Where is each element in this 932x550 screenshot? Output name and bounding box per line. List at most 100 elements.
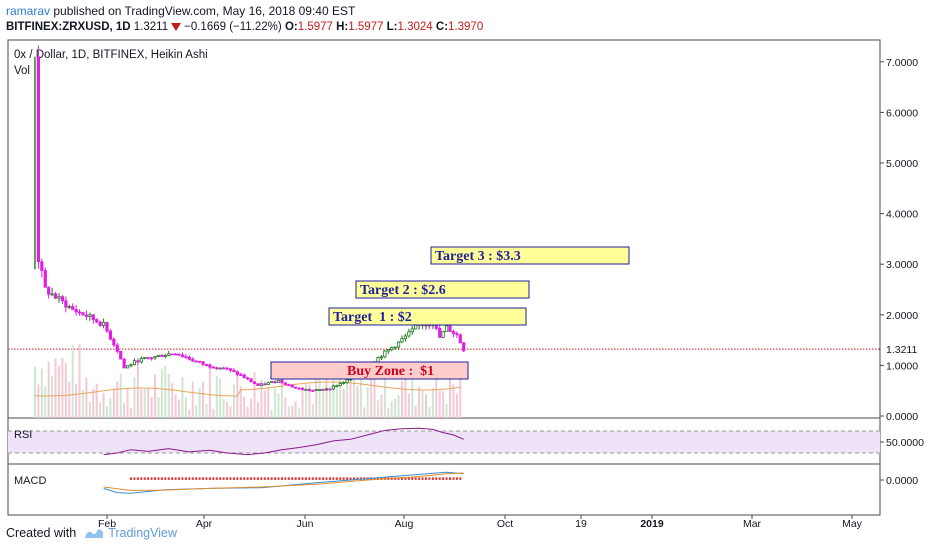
macd-histogram-bar [222, 477, 225, 480]
macd-histogram-bar [287, 477, 290, 480]
macd-histogram-bar [274, 477, 277, 480]
macd-histogram-bar [188, 477, 191, 480]
macd-histogram-bar [215, 477, 218, 480]
macd-histogram-bar [301, 477, 304, 480]
volume-bar [88, 401, 91, 418]
target-box [430, 246, 630, 265]
x-tick-label: 19 [575, 518, 587, 530]
candle-body [91, 314, 95, 320]
macd-histogram-bar [449, 477, 451, 480]
volume-bar [332, 372, 335, 418]
candle-body [222, 367, 226, 370]
volume-bar [459, 374, 462, 418]
candle-body [208, 364, 212, 368]
y-tick-label: 1.0000 [886, 360, 918, 372]
last-price-tag [881, 342, 931, 357]
volume-bar [390, 401, 393, 418]
macd-histogram-bar [400, 477, 403, 480]
macd-signal-line [103, 472, 464, 492]
candle-body [129, 364, 133, 367]
macd-histogram-bar [318, 477, 321, 480]
volume-bar [322, 387, 325, 418]
candle-body [444, 325, 449, 332]
candle-body [204, 363, 209, 366]
volume-bar [315, 378, 318, 418]
candle-body [318, 389, 322, 391]
low-value: 1.3024 [397, 21, 433, 33]
macd-histogram-bar [164, 477, 167, 480]
x-tick-label: Oct [497, 518, 513, 530]
candle-body [263, 383, 267, 386]
y-tick-label: 7.0000 [886, 57, 918, 69]
macd-histogram-bar [205, 477, 208, 480]
macd-histogram-bar [239, 477, 242, 480]
x-tick-label: May [842, 518, 863, 530]
volume-bar [33, 366, 36, 418]
macd-histogram-bar [212, 477, 215, 480]
macd-label: MACD [14, 475, 46, 487]
candle-body [448, 325, 452, 332]
volume-bar [328, 386, 331, 418]
volume-bar [291, 406, 294, 418]
macd-histogram-bar [256, 477, 259, 480]
last-price-label: 1.3211 [886, 344, 917, 356]
volume-bar [78, 344, 81, 418]
candle-body [283, 382, 287, 385]
macd-histogram-bar [322, 477, 325, 480]
macd-histogram-bar [424, 477, 427, 480]
tradingview-brand[interactable]: TradingView [108, 526, 177, 540]
x-tick-label: Mar [743, 518, 762, 530]
macd-histogram-bar [154, 477, 157, 480]
published-text: published on TradingView.com, May 16, 20… [53, 4, 356, 18]
close-value: 1.3970 [448, 21, 484, 33]
volume-bar [267, 387, 270, 418]
candle-body [101, 321, 106, 326]
rsi-band [8, 431, 880, 453]
volume-bar [71, 344, 74, 418]
volume-bar [226, 401, 229, 418]
author-link[interactable]: ramarav [6, 4, 51, 18]
volume-bar [346, 363, 349, 418]
candle-body [53, 293, 58, 299]
candle-body [160, 354, 164, 358]
candle-body [239, 374, 243, 376]
candle-body [218, 367, 222, 370]
macd-histogram-bar [150, 477, 153, 480]
volume-bar [160, 368, 163, 418]
macd-histogram-bar [373, 477, 376, 480]
volume-bar [215, 376, 218, 418]
candle-body [438, 327, 442, 338]
volume-bar [64, 363, 67, 418]
volume-bar [174, 394, 177, 418]
candle-body [252, 381, 257, 385]
volume-bar [102, 393, 105, 418]
volume-bar [47, 361, 50, 418]
candle-body [180, 354, 185, 357]
macd-histogram-bar [298, 477, 301, 480]
macd-histogram-bar [459, 477, 462, 480]
macd-histogram-bar [219, 477, 222, 480]
macd-histogram-bar [455, 477, 458, 480]
candle-body [163, 355, 167, 358]
high-value: 1.5977 [348, 21, 384, 33]
macd-histogram-bar [232, 477, 235, 480]
rsi-line [103, 427, 464, 456]
macd-histogram-bar [277, 477, 280, 480]
rsi-tick-label: 50.0000 [886, 437, 924, 449]
candle-body [266, 382, 270, 385]
chart-frame [7, 39, 881, 516]
volume-bar [424, 394, 427, 418]
target-box [355, 280, 530, 299]
volume-bar [421, 390, 424, 418]
macd-histogram-bar [414, 477, 417, 480]
macd-tick-label: 0.0000 [886, 475, 918, 487]
volume-bar [37, 384, 40, 418]
footer: Created with TradingView [6, 526, 177, 540]
volume-bar [376, 400, 379, 418]
macd-histogram-bar [236, 477, 239, 480]
volume-bar [359, 367, 362, 418]
macd-histogram-bar [438, 477, 441, 480]
candle-body [270, 381, 274, 384]
macd-histogram-bar [397, 477, 400, 480]
